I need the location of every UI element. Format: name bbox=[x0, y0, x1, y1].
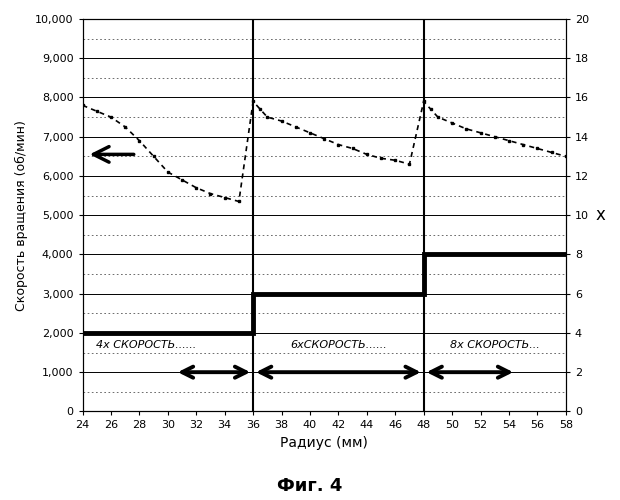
Text: 4х СКОРОСТЬ......: 4х СКОРОСТЬ...... bbox=[96, 340, 197, 349]
X-axis label: Радиус (мм): Радиус (мм) bbox=[280, 436, 368, 450]
Text: 8х СКОРОСТЬ...: 8х СКОРОСТЬ... bbox=[450, 340, 539, 349]
Text: Фиг. 4: Фиг. 4 bbox=[277, 477, 343, 495]
Y-axis label: Скорость вращения (об/мин): Скорость вращения (об/мин) bbox=[15, 120, 28, 310]
Y-axis label: х: х bbox=[595, 206, 605, 224]
Text: 6хСКОРОСТЬ......: 6хСКОРОСТЬ...... bbox=[290, 340, 387, 349]
